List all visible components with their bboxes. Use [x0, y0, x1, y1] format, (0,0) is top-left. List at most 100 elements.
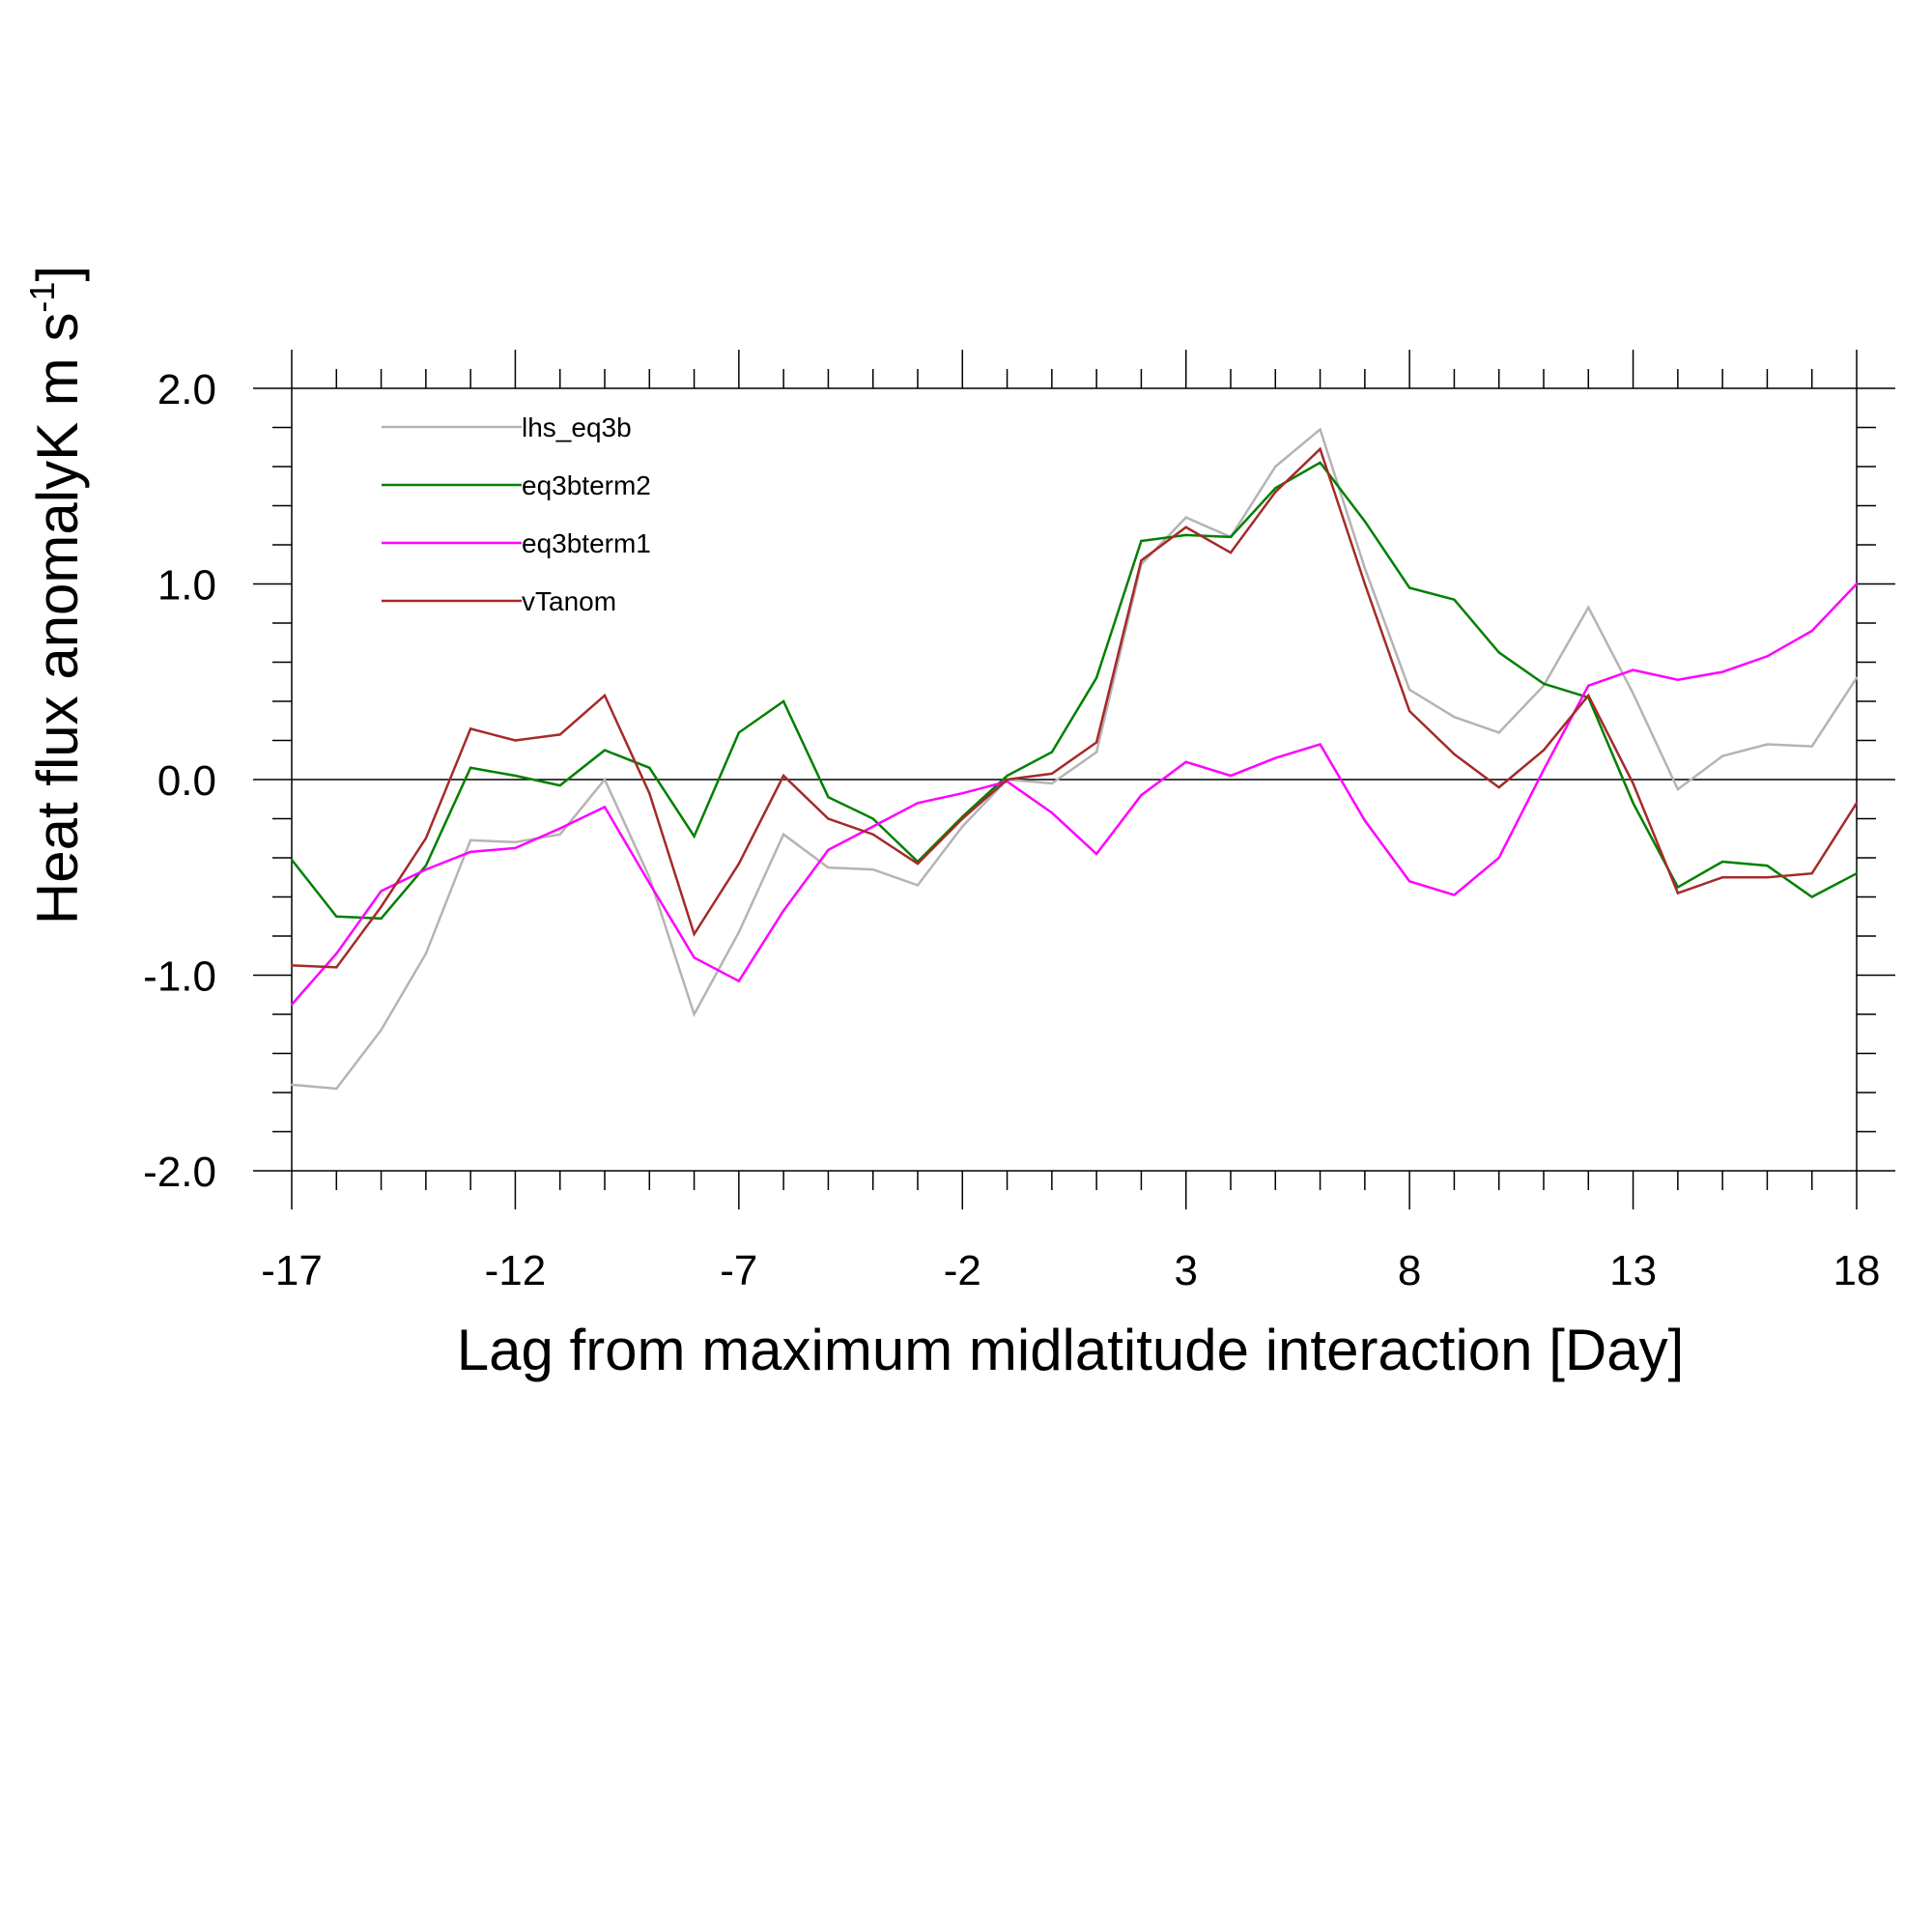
data-point [1766, 743, 1769, 746]
data-point [1542, 768, 1546, 772]
data-point [1140, 559, 1143, 562]
data-point [380, 890, 383, 893]
data-point [1363, 567, 1367, 570]
data-point [737, 862, 741, 866]
y-axis-title: Heat flux anomalyK m s-1] [22, 266, 90, 924]
data-point [1810, 895, 1813, 898]
data-point [1140, 539, 1143, 543]
data-point [1632, 781, 1634, 785]
data-point [1676, 892, 1680, 895]
data-point [1810, 745, 1813, 748]
data-point [1766, 876, 1769, 879]
data-point [871, 817, 874, 820]
data-point [1720, 860, 1724, 864]
data-point [380, 917, 383, 920]
data-point [335, 966, 338, 969]
data-point [871, 867, 874, 871]
data-point [781, 909, 785, 912]
x-axis-title: Lag from maximum midlatitude interaction… [457, 1318, 1685, 1382]
data-point [1319, 461, 1321, 465]
data-point [648, 876, 651, 879]
series-vTanom [290, 446, 1859, 969]
data-point [1453, 894, 1456, 896]
data-point [648, 766, 651, 770]
data-point [1274, 487, 1277, 490]
data-point [1542, 682, 1546, 685]
legend-item-lhs_eq3b: lhs_eq3b [382, 412, 632, 442]
data-point [961, 817, 964, 820]
data-point [1274, 756, 1277, 759]
series-eq3bterm2 [290, 461, 1859, 921]
legend-label: lhs_eq3b [522, 412, 632, 442]
data-point [737, 731, 741, 734]
data-point [871, 833, 874, 836]
data-point [1229, 551, 1233, 554]
data-point [693, 956, 696, 959]
data-point [1720, 754, 1724, 757]
data-point [1766, 864, 1769, 867]
data-point [1050, 781, 1054, 785]
data-point [1094, 751, 1098, 753]
data-point [1855, 676, 1859, 679]
data-point [916, 884, 920, 887]
data-point [290, 1003, 294, 1007]
series-line-vTanom [291, 446, 1859, 969]
data-point [603, 694, 607, 697]
data-point [603, 806, 607, 809]
data-point [1319, 428, 1321, 431]
tick-labels: -17 -12 -7 -2 3 8 13 18 -2.0 -1.0 0.0 1.0 2.0 [143, 366, 1880, 1294]
data-point [1229, 774, 1233, 778]
data-point [781, 833, 785, 836]
data-point [1184, 533, 1187, 537]
data-point [1184, 516, 1187, 519]
data-point [1542, 749, 1546, 752]
data-point [1497, 785, 1500, 789]
data-point [1050, 772, 1054, 776]
data-point [1497, 731, 1500, 734]
data-point [1184, 526, 1187, 528]
data-point [1363, 520, 1367, 523]
x-tick-label: -12 [485, 1247, 547, 1294]
data-point [558, 833, 561, 836]
data-point [424, 867, 428, 871]
data-point [916, 802, 920, 805]
data-point [1497, 651, 1500, 654]
data-point [1184, 760, 1187, 763]
data-point [1810, 872, 1813, 875]
y-tick-label: 1.0 [157, 562, 216, 610]
data-point [648, 791, 651, 795]
data-point [1676, 787, 1680, 791]
data-point [1274, 465, 1277, 469]
series-line-eq3bterm1 [291, 582, 1858, 1006]
data-point [781, 699, 785, 703]
data-point [335, 915, 338, 918]
series-lhs_eq3b [290, 427, 1859, 1091]
data-point [1497, 856, 1500, 860]
x-tick-label: -7 [720, 1247, 757, 1294]
data-point [1632, 692, 1634, 696]
data-point [380, 1029, 383, 1032]
data-point [514, 846, 517, 850]
data-point [514, 739, 517, 742]
data-point [290, 1083, 294, 1087]
data-point [1006, 774, 1009, 778]
x-tick-label: 3 [1174, 1247, 1197, 1294]
data-point [1050, 751, 1054, 753]
data-point [514, 774, 517, 778]
data-point [1229, 535, 1233, 539]
data-point [1407, 709, 1411, 713]
data-point [737, 980, 741, 982]
data-point [1319, 743, 1321, 746]
y-axis-title-bracket: ] [25, 266, 90, 282]
data-point [1766, 655, 1769, 658]
data-point [916, 862, 920, 866]
data-point [1094, 676, 1098, 679]
data-point [781, 774, 785, 778]
data-point [1587, 694, 1590, 697]
data-point [469, 727, 472, 730]
data-point [1140, 794, 1143, 797]
x-tick-label: -2 [944, 1247, 981, 1294]
data-point [1676, 886, 1680, 889]
data-point [335, 1087, 338, 1091]
data-point [1676, 678, 1680, 681]
